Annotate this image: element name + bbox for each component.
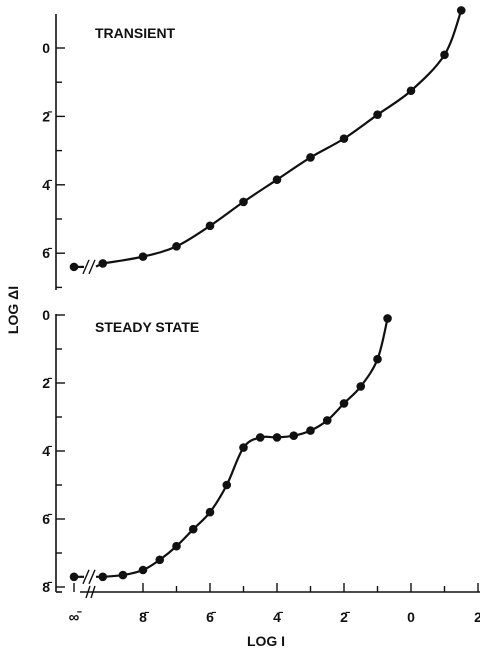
data-point-0-10	[406, 86, 416, 96]
data-point-0-8	[339, 134, 349, 143]
x-tick-label: 2	[474, 609, 480, 625]
data-point-0-9	[373, 110, 382, 119]
data-point-0-4	[205, 221, 215, 231]
data-point-0-7	[306, 153, 315, 162]
x-tick-label: 8̄	[139, 609, 150, 625]
y-tick-label: 6̄	[42, 511, 53, 527]
y-tick-label: 4̄	[42, 443, 53, 459]
x-tick-label: 4̄	[273, 609, 284, 625]
data-point-1-0	[69, 572, 79, 582]
y-tick-label: 0	[42, 40, 50, 56]
x-tick-label-infinity: ∞̄	[69, 609, 83, 626]
axis-break-mark	[82, 259, 90, 275]
data-point-1-8	[222, 480, 232, 490]
data-point-1-16	[356, 382, 366, 391]
data-point-1-1	[98, 572, 108, 582]
data-point-1-9	[239, 443, 248, 452]
x-tick-label: 0	[407, 609, 415, 625]
x-axis-label: LOG I	[247, 633, 285, 649]
panel-title-transient: TRANSIENT	[95, 25, 176, 41]
data-point-0-3	[172, 242, 181, 251]
data-point-1-2	[118, 570, 128, 580]
data-point-1-4	[155, 555, 165, 565]
x-tick-label: 6̄	[206, 609, 217, 625]
data-point-1-13	[306, 426, 315, 435]
data-point-1-15	[339, 399, 349, 408]
data-point-1-12	[289, 431, 299, 441]
series-line-0	[95, 9, 463, 268]
data-point-0-6	[272, 175, 282, 184]
panel-title-steady-state: STEADY STATE	[95, 319, 199, 335]
data-point-0-12	[456, 6, 466, 15]
data-point-1-11	[272, 433, 282, 442]
x-tick-label: 2̄	[340, 609, 351, 625]
data-point-1-17	[373, 354, 382, 364]
data-point-1-18	[383, 314, 392, 323]
y-axis-label: LOG ΔI	[5, 286, 21, 334]
axis-break-mark	[88, 569, 96, 585]
data-point-0-1	[98, 259, 108, 268]
x-axis-break-mark	[90, 585, 96, 599]
axis-break-mark	[88, 259, 96, 275]
axis-break-mark	[82, 569, 90, 585]
y-tick-label: 0	[42, 307, 50, 323]
x-axis-break-mark	[85, 585, 91, 599]
data-point-0-5	[239, 197, 248, 207]
y-tick-label: 2̄	[42, 108, 53, 124]
data-point-1-5	[172, 541, 181, 551]
data-point-0-0	[69, 262, 79, 272]
data-point-1-10	[255, 433, 265, 442]
plot-layer: 0 2̄ 4̄ 6̄ 0 2̄ 4̄ 6̄ 8̄ 8̄ 6̄ 4̄ 2̄ 0 2 ∞̄	[42, 6, 480, 626]
data-point-1-3	[138, 565, 148, 575]
data-point-0-2	[138, 252, 148, 261]
data-point-1-7	[205, 507, 215, 517]
data-point-1-14	[322, 416, 332, 425]
y-tick-label: 6̄	[42, 245, 53, 261]
data-point-0-11	[440, 50, 449, 60]
y-tick-label: 8̄	[42, 579, 53, 595]
y-tick-label: 4̄	[42, 177, 53, 193]
y-tick-label: 2̄	[42, 375, 53, 391]
data-point-1-6	[188, 524, 198, 534]
